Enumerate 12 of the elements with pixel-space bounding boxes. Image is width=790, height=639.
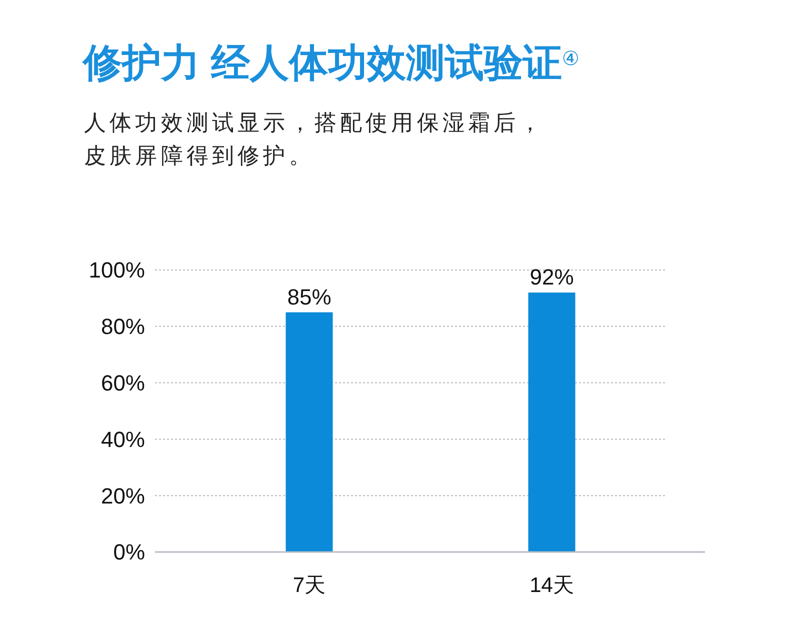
y-tick-label: 0%: [113, 540, 145, 565]
chart-title: 修护力 经人体功效测试验证$^{④}$: [81, 42, 580, 85]
x-tick-label: 14天: [530, 574, 574, 597]
data-label: 92%: [530, 264, 574, 290]
y-tick-label: 20%: [100, 483, 145, 508]
y-tick-label: 40%: [100, 426, 145, 452]
y-tick-label: 80%: [100, 314, 145, 340]
x-tick-label: 7天: [292, 574, 326, 597]
chart-subtitle: 人体功效测试显示，搭配使用保湿霜后，皮肤屏障得到修护。: [84, 110, 545, 168]
data-label: 85%: [287, 284, 332, 310]
y-tick-label: 100%: [88, 258, 145, 283]
y-tick-label: 60%: [100, 370, 145, 396]
